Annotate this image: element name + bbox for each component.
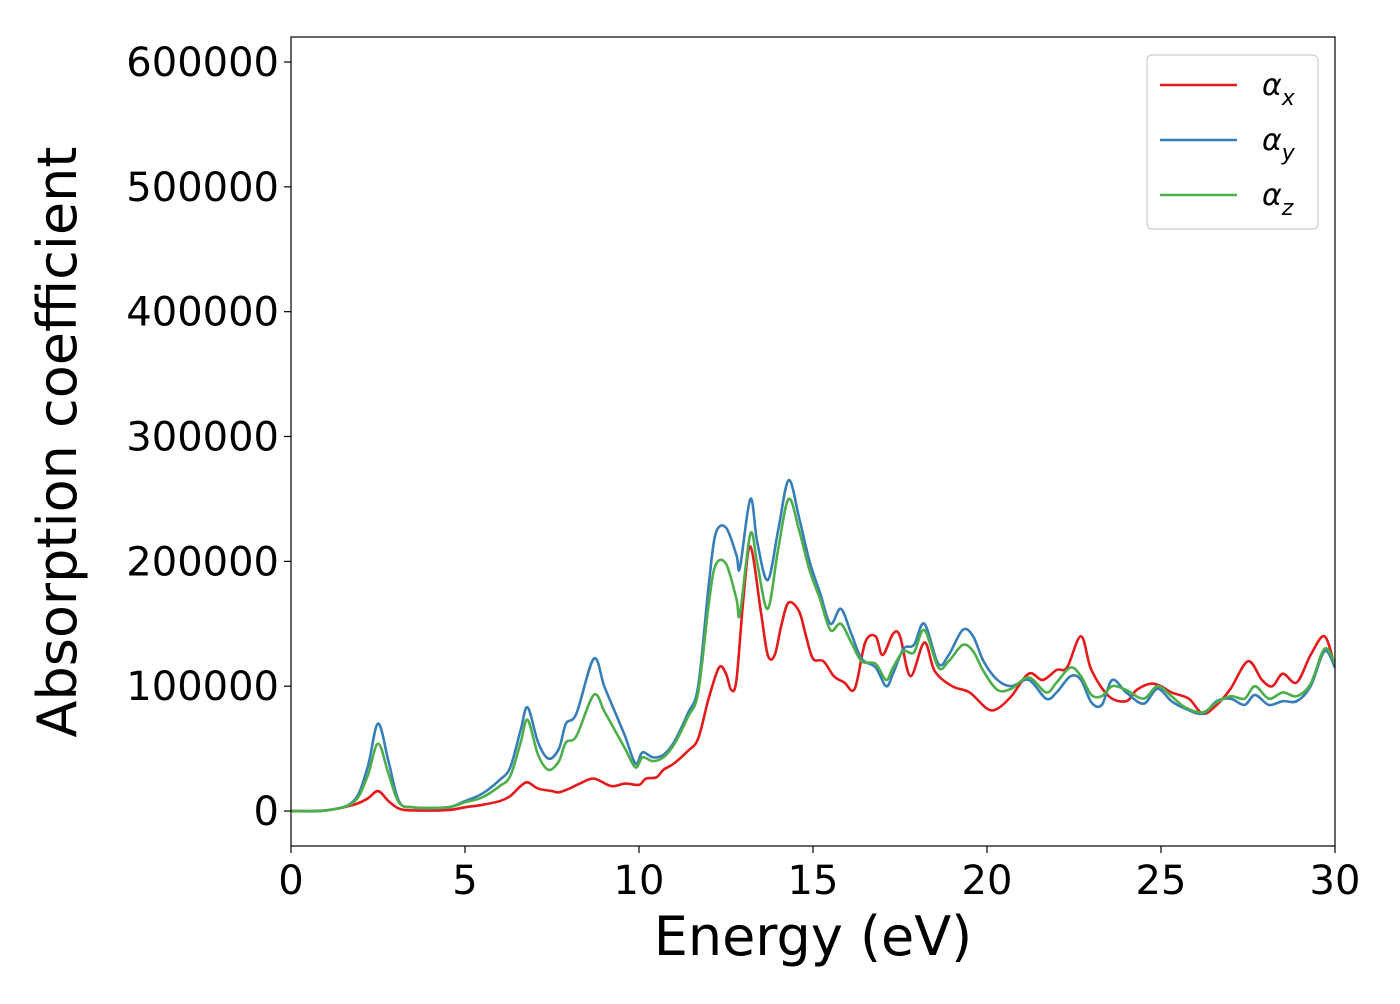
y-tick-label: 100000 (126, 664, 279, 710)
legend-symbol: α (1262, 178, 1282, 213)
series-line-alpha-x (291, 545, 1335, 813)
series-line-alpha-z (291, 497, 1335, 813)
x-axis-ticks: 0 5 10 15 20 25 30 (278, 846, 1360, 904)
x-tick-label: 25 (1136, 858, 1187, 904)
legend-label-alpha-x: αx (1262, 68, 1296, 111)
legend-subscript: y (1281, 141, 1296, 166)
y-tick-label: 200000 (126, 539, 279, 585)
x-tick-label: 20 (962, 858, 1013, 904)
series-line-alpha-y (291, 478, 1335, 813)
x-tick-label: 30 (1310, 858, 1361, 904)
y-tick-label: 0 (254, 789, 279, 835)
y-axis-ticks: 0 100000 200000 300000 400000 500000 600000 (126, 40, 291, 835)
y-tick-label: 400000 (126, 290, 279, 336)
x-tick-label: 10 (614, 858, 665, 904)
legend-subscript: z (1281, 196, 1294, 221)
x-tick-label: 0 (278, 858, 303, 904)
y-tick-label: 500000 (126, 165, 279, 211)
series-layer (291, 478, 1335, 813)
legend-box (1146, 54, 1319, 230)
x-tick-label: 5 (452, 858, 477, 904)
legend-label-alpha-y: αy (1262, 123, 1296, 166)
x-axis-title: Energy (eV) (654, 905, 973, 968)
legend-subscript: x (1281, 86, 1296, 111)
y-tick-label: 300000 (126, 415, 279, 461)
y-axis-title: Absorption coefficient (26, 147, 89, 738)
legend-label-alpha-z: αz (1262, 178, 1294, 221)
legend-symbol: α (1262, 123, 1282, 158)
legend-symbol: α (1262, 68, 1282, 103)
y-tick-label: 600000 (126, 40, 279, 86)
x-tick-label: 15 (788, 858, 839, 904)
